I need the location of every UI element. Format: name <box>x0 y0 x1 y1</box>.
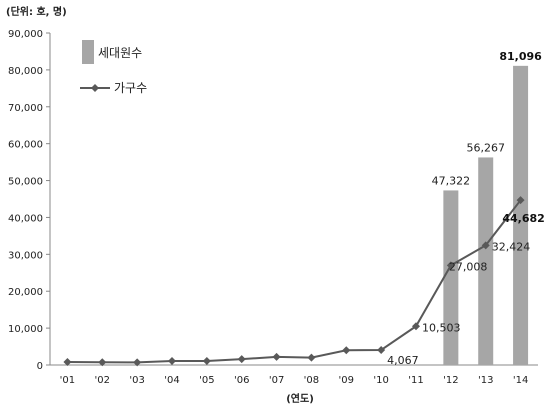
y-axis: 0 10,000 20,000 30,000 40,000 50,000 60,000 70,… <box>8 29 51 372</box>
x-tick-label: '02 <box>95 375 110 386</box>
line-data-label: 4,067 <box>387 354 419 367</box>
legend: 세대원수 가구수 <box>74 30 162 100</box>
y-tick-label: 70,000 <box>8 103 43 114</box>
legend-line-label: 가구수 <box>114 81 147 95</box>
y-tick-label: 40,000 <box>8 213 43 224</box>
line-point <box>412 322 420 331</box>
series-line <box>67 199 522 364</box>
line-series <box>63 196 525 367</box>
x-tick-label: '04 <box>164 375 179 386</box>
bar <box>513 65 529 366</box>
line-point <box>307 353 316 362</box>
bar-data-label: 56,267 <box>466 141 505 154</box>
y-tick-label: 30,000 <box>8 250 43 261</box>
x-tick-label: '12 <box>443 375 458 386</box>
bar-data-label: 81,096 <box>499 50 542 63</box>
data-labels: 47,322 56,267 81,096 4,067 10,503 27,008 32,42… <box>387 50 545 367</box>
line-point <box>516 196 525 205</box>
x-tick-label: '03 <box>129 375 144 386</box>
x-tick-label: '13 <box>478 375 493 386</box>
bar-series <box>443 65 529 366</box>
y-tick-label: 20,000 <box>8 287 43 298</box>
x-tick-label: '10 <box>373 375 388 386</box>
line-point <box>202 356 211 365</box>
line-point <box>481 241 490 250</box>
y-tick-label: 0 <box>37 361 43 372</box>
line-data-label: 32,424 <box>492 240 531 253</box>
x-tick-label: '07 <box>269 375 284 386</box>
y-tick-label: 50,000 <box>8 177 43 188</box>
legend-bar-label: 세대원수 <box>98 46 142 60</box>
bar <box>443 190 459 365</box>
line-point <box>446 261 455 270</box>
line-point <box>377 345 386 354</box>
y-tick-label: 90,000 <box>8 29 43 40</box>
line-point <box>272 352 281 361</box>
line-data-label: 27,008 <box>449 260 488 273</box>
x-tick-label: '05 <box>199 375 214 386</box>
y-tick-label: 60,000 <box>8 140 43 151</box>
line-data-label: 10,503 <box>422 321 461 334</box>
y-tick-label: 80,000 <box>8 66 43 77</box>
unit-label: (단위: 호, 명) <box>6 5 67 18</box>
line-point <box>237 355 246 364</box>
x-tick-label: '06 <box>234 375 249 386</box>
legend-bar-swatch <box>82 40 94 64</box>
x-axis: '01 '02 '03 '04 '05 '06 '07 '08 '09 '10 '11 '12 '13 '… <box>50 364 538 386</box>
line-data-label: 44,682 <box>502 212 544 225</box>
x-tick-label: '08 <box>304 375 319 386</box>
line-point <box>133 358 142 367</box>
x-tick-label: '09 <box>339 375 354 386</box>
legend-line-marker <box>91 84 99 92</box>
y-tick-label: 10,000 <box>8 324 43 335</box>
bar <box>478 157 494 365</box>
line-point <box>63 358 72 367</box>
x-tick-label: '11 <box>408 375 423 386</box>
line-point <box>98 358 107 367</box>
bar-data-label: 47,322 <box>432 174 471 187</box>
x-tick-label: '01 <box>60 375 75 386</box>
line-point <box>342 346 351 355</box>
x-axis-title: (연도) <box>286 392 314 405</box>
line-point <box>168 356 176 365</box>
x-tick-label: '14 <box>513 375 528 386</box>
